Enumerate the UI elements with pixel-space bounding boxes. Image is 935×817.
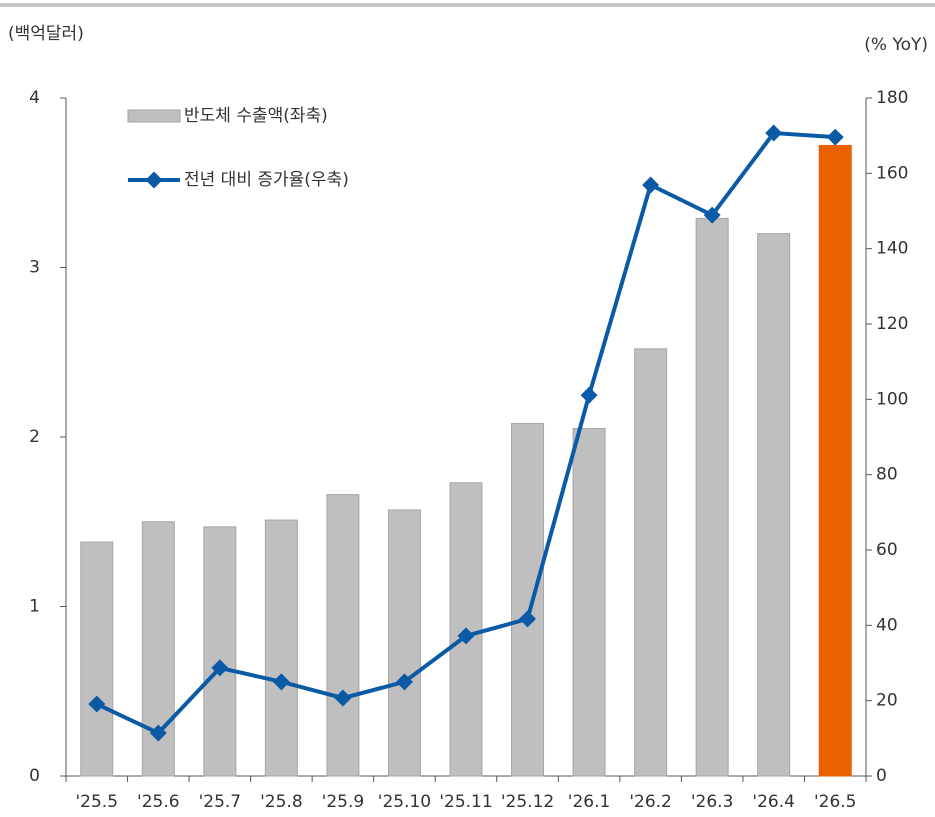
bar — [634, 348, 668, 777]
y-axis-label: (백억달러) — [8, 24, 84, 44]
x-tick-label: '26.3 — [691, 792, 734, 812]
top-rule — [0, 3, 935, 7]
bar — [326, 494, 360, 777]
y2-tick-label: 160 — [876, 163, 908, 183]
y2-tick-label: 100 — [876, 389, 908, 409]
y2-tick-label: 60 — [876, 540, 898, 560]
x-tick-label: '25.5 — [76, 792, 119, 812]
line-marker — [395, 673, 413, 691]
y2-tick-label: 0 — [876, 766, 887, 786]
y2-tick-label: 140 — [876, 239, 908, 259]
line-marker — [580, 386, 598, 404]
x-tick-label: '25.11 — [439, 792, 492, 812]
line-marker — [149, 724, 167, 742]
legend-marker — [145, 171, 163, 189]
y2-tick-label: 40 — [876, 615, 898, 635]
line-marker — [334, 689, 352, 707]
bar — [511, 422, 545, 777]
y-tick-label: 0 — [29, 766, 40, 786]
line-marker — [211, 659, 229, 677]
line-marker — [519, 610, 537, 628]
bar — [80, 541, 114, 777]
y-tick-label: 4 — [29, 88, 40, 108]
y-tick-label: 2 — [29, 427, 40, 447]
x-tick-label: '25.6 — [137, 792, 180, 812]
line-marker — [272, 673, 290, 691]
legend-label: 반도체 수출액(좌축) — [184, 106, 328, 126]
line-marker — [457, 627, 475, 645]
x-tick-label: '26.4 — [752, 792, 795, 812]
bar — [572, 428, 606, 777]
x-tick-label: '25.12 — [501, 792, 554, 812]
y-tick-label: 3 — [29, 258, 40, 278]
line-marker — [703, 206, 721, 224]
y2-tick-label: 20 — [876, 691, 898, 711]
line-marker — [765, 124, 783, 142]
x-tick-label: '26.1 — [568, 792, 611, 812]
line-marker — [642, 176, 660, 194]
bar — [757, 233, 791, 777]
bar — [203, 526, 237, 777]
x-tick-label: '25.10 — [378, 792, 431, 812]
bar — [264, 519, 298, 777]
bar — [695, 217, 729, 777]
x-tick-label: '25.9 — [322, 792, 365, 812]
line-marker — [826, 128, 844, 146]
legend-swatch — [127, 109, 181, 123]
line-marker — [88, 695, 106, 713]
y-tick-label: 1 — [29, 597, 40, 617]
legend-label: 전년 대비 증가율(우축) — [184, 170, 349, 190]
y2-axis-label: (% YoY) — [864, 35, 928, 55]
bar — [387, 509, 421, 777]
x-tick-label: '26.2 — [629, 792, 672, 812]
x-tick-label: '25.7 — [199, 792, 242, 812]
x-tick-label: '25.8 — [260, 792, 303, 812]
y2-tick-label: 180 — [876, 88, 908, 108]
y2-tick-label: 80 — [876, 465, 898, 485]
x-tick-label: '26.5 — [814, 792, 857, 812]
y2-tick-label: 120 — [876, 314, 908, 334]
bar — [818, 144, 852, 777]
